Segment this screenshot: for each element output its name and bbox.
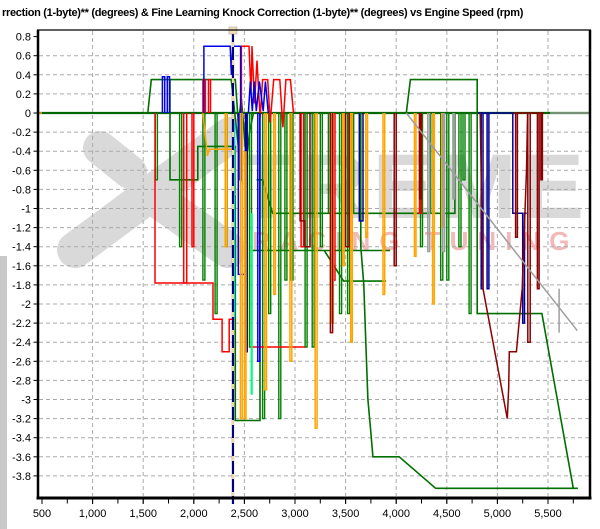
y-axis-tick-label: -2.2 <box>12 318 31 330</box>
y-axis-tick-label: -3.4 <box>12 433 31 445</box>
series-segment <box>311 113 315 348</box>
y-axis-tick-label: -2.4 <box>12 337 31 349</box>
y-axis-tick-label: 0.2 <box>16 89 31 101</box>
x-axis-tick-label: 3,500 <box>332 508 360 520</box>
series-segment <box>214 113 218 315</box>
series-segment <box>418 113 422 200</box>
series-segment <box>166 75 171 113</box>
series-segment <box>427 113 431 253</box>
x-axis-tick-label: 2,000 <box>180 508 208 520</box>
series-segment <box>479 112 529 419</box>
x-axis-tick-label: 4,000 <box>382 508 410 520</box>
series-segment <box>240 45 295 128</box>
chart-title: rrection (1-byte)** (degrees) & Fine Lea… <box>2 7 524 19</box>
series-segment <box>319 113 323 248</box>
series-segment <box>284 113 288 281</box>
series-segment <box>405 112 578 332</box>
y-axis-tick-label: -3.6 <box>12 452 31 464</box>
series-segment <box>239 113 243 420</box>
x-axis-tick-label: 1,000 <box>79 508 107 520</box>
series-segment <box>365 113 369 238</box>
series-segment <box>224 113 228 248</box>
y-axis-tick-label: 0.4 <box>16 70 31 82</box>
y-axis-tick-label: -0.2 <box>12 127 31 139</box>
series-segment <box>182 113 188 284</box>
series-segment <box>247 81 270 114</box>
y-axis-tick-label: -2.6 <box>12 356 31 368</box>
series-segment <box>329 113 334 334</box>
y-axis-tick-label: -0.8 <box>12 184 31 196</box>
series-segment <box>341 113 345 267</box>
y-axis-tick-label: 0.6 <box>16 51 31 63</box>
series-segment <box>243 151 247 420</box>
series-segment <box>393 113 397 267</box>
y-axis-tick-label: -0.4 <box>12 146 31 158</box>
series-gray <box>405 112 590 333</box>
y-axis-tick-label: -3 <box>21 395 31 407</box>
axes: 0.8 0.6 0.4 0.2 0 -0.2 -0.4 -0.6 -0.8 -1 -1.2 -1.4 -… <box>12 32 574 520</box>
series-segment <box>191 113 195 248</box>
series-segment <box>442 113 446 253</box>
y-axis-tick-label: -1.8 <box>12 280 31 292</box>
left-edge-strip <box>0 256 7 529</box>
y-axis-tick-label: -0.6 <box>12 165 31 177</box>
series-segment <box>486 113 490 290</box>
series-segment <box>413 113 417 258</box>
series-segment <box>344 113 350 248</box>
plot-frame <box>36 29 592 500</box>
series-red <box>154 45 423 353</box>
series-segment <box>299 113 311 248</box>
series-segment <box>203 45 242 113</box>
series-segment <box>207 78 212 113</box>
series-segment <box>161 75 166 113</box>
series-segment <box>514 113 519 238</box>
series-segment <box>263 113 268 391</box>
series-segment <box>359 113 578 490</box>
series-segment <box>178 113 183 248</box>
series-segment <box>272 113 277 296</box>
x-axis-tick-label: 500 <box>33 508 51 520</box>
series-segment <box>338 113 343 315</box>
y-axis-tick-label: 0.8 <box>16 32 31 44</box>
series-segment <box>202 113 206 281</box>
series-segment <box>540 113 544 181</box>
watermark-x-icon <box>83 131 147 189</box>
series-segment <box>289 113 293 363</box>
y-axis-tick-label: -3.8 <box>12 471 31 483</box>
y-axis-tick-label: -2 <box>21 299 31 311</box>
x-axis-tick-label: 4,500 <box>433 508 461 520</box>
series-segment <box>446 113 450 281</box>
series-segment <box>452 113 456 200</box>
series-segment <box>349 113 354 343</box>
series-segment <box>431 113 436 305</box>
series-layer <box>38 45 590 490</box>
x-axis-tick-label: 1,500 <box>129 508 157 520</box>
series-maroon <box>299 112 544 419</box>
series-segment <box>382 113 386 296</box>
series-segment <box>527 113 531 343</box>
series-segment <box>314 113 318 429</box>
series-segment <box>268 113 272 315</box>
series-segment <box>462 113 466 181</box>
series-segment <box>358 113 364 222</box>
series-segment <box>300 113 305 248</box>
y-axis-tick-label: -2.8 <box>12 375 31 387</box>
series-segment <box>278 113 282 420</box>
x-axis-tick-label: 2,500 <box>231 508 259 520</box>
y-axis-tick-label: -1 <box>21 204 31 216</box>
series-segment <box>468 113 472 315</box>
x-axis-tick-label: 5,500 <box>534 508 562 520</box>
x-axis-tick-label: 3,000 <box>281 508 309 520</box>
y-axis-tick-label: 0 <box>25 108 31 120</box>
x-axis-tick-label: 5,000 <box>484 508 512 520</box>
y-axis-tick-label: -1.2 <box>12 223 31 235</box>
y-axis-tick-label: -3.2 <box>12 414 31 426</box>
series-segment <box>536 113 540 290</box>
y-axis-tick-label: -1.6 <box>12 261 31 273</box>
y-axis-tick-label: -1.4 <box>12 242 31 254</box>
series-segment <box>257 113 261 363</box>
